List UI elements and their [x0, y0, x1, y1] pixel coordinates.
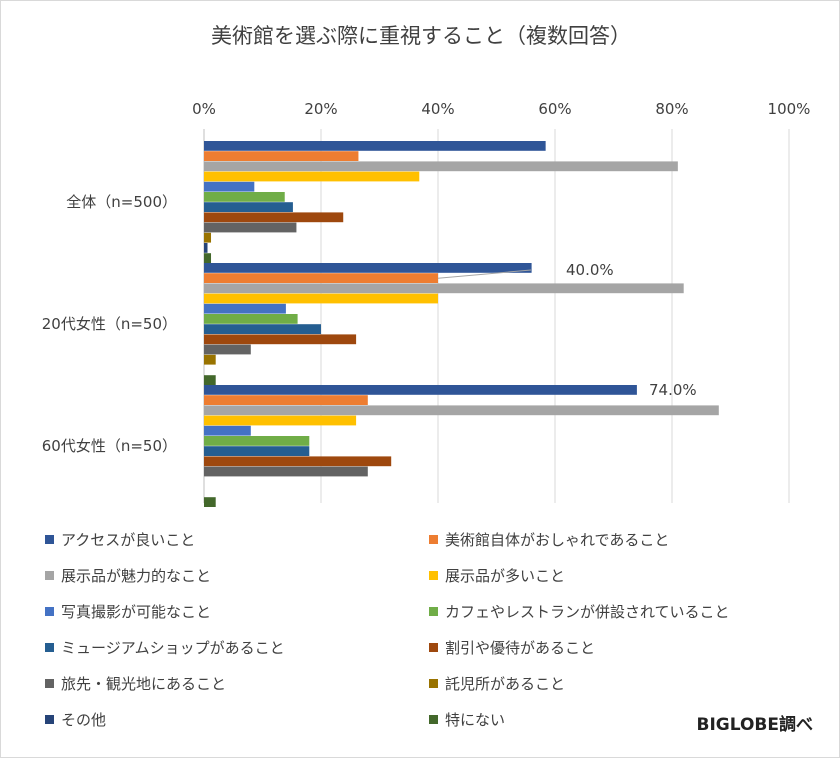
legend-item: ミュージアムショップがあること: [45, 637, 285, 658]
bar: [204, 222, 297, 233]
legend-label: アクセスが良いこと: [61, 531, 196, 549]
x-tick-label: 60%: [538, 100, 571, 118]
bar: [204, 334, 357, 345]
bar: [204, 497, 216, 507]
legend-item: 展示品が多いこと: [429, 565, 565, 586]
legend-label: 美術館自体がおしゃれであること: [445, 531, 670, 549]
legend-item: 展示品が魅力的なこと: [45, 565, 211, 586]
category-label: 20代女性（n=50）: [42, 315, 177, 333]
bar: [204, 436, 310, 446]
bar: [204, 232, 212, 243]
legend-swatch: [45, 679, 54, 688]
bar: [204, 181, 255, 192]
legend-label: 展示品が多いこと: [445, 567, 566, 585]
legend-label: 割引や優待があること: [445, 639, 596, 657]
legend-label: 写真撮影が可能なこと: [61, 603, 212, 621]
source-label: BIGLOBE調べ: [696, 715, 814, 735]
data-label-leader: [437, 269, 532, 279]
data-label: 40.0%: [566, 261, 614, 279]
legend-label: 旅先・観光地にあること: [61, 675, 227, 693]
bar: [204, 446, 310, 456]
x-tick-label: 100%: [768, 100, 811, 118]
legend-swatch: [429, 607, 438, 616]
category-label: 60代女性（n=50）: [42, 437, 177, 455]
legend-swatch: [429, 571, 438, 580]
legend-item: 美術館自体がおしゃれであること: [429, 529, 669, 550]
legend-swatch: [429, 715, 438, 724]
bar: [204, 385, 637, 395]
legend-swatch: [45, 607, 54, 616]
bar: [204, 253, 212, 263]
legend-item: 割引や優待があること: [429, 637, 595, 658]
legend-item: カフェやレストランが併設されていること: [429, 601, 730, 622]
legend-item: 写真撮影が可能なこと: [45, 601, 211, 622]
bar: [204, 151, 359, 161]
category-label: 全体（n=500）: [66, 193, 177, 211]
legend-swatch: [45, 643, 54, 652]
chart-title: 美術館を選ぶ際に重視すること（複数回答）: [211, 24, 631, 48]
legend-label: ミュージアムショップがあること: [61, 639, 285, 657]
legend-swatch: [45, 535, 54, 544]
legend-item: 託児所があること: [429, 673, 565, 694]
bar: [204, 354, 216, 365]
x-tick-label: 20%: [304, 100, 337, 118]
legend-swatch: [429, 535, 438, 544]
bar: [204, 192, 285, 202]
bar: [204, 395, 368, 405]
bar: [204, 466, 368, 477]
legend-item: 旅先・観光地にあること: [45, 673, 226, 694]
bar: [204, 171, 420, 182]
legend-swatch: [429, 643, 438, 652]
legend-item: 特にない: [429, 709, 505, 730]
bar: [204, 415, 357, 426]
legend-label: 特にない: [445, 711, 506, 729]
bar: [204, 425, 251, 436]
legend-item: アクセスが良いこと: [45, 529, 195, 550]
bar: [204, 212, 344, 223]
x-tick-label: 0%: [192, 100, 216, 118]
legend-label: カフェやレストランが併設されていること: [445, 603, 730, 621]
bar: [204, 283, 684, 294]
bar: [204, 263, 532, 273]
data-label: 74.0%: [649, 381, 697, 399]
bar: [204, 243, 208, 253]
legend-label: その他: [61, 711, 107, 729]
bar: [204, 405, 719, 416]
bar: [204, 344, 251, 355]
bar: [204, 202, 293, 212]
bar: [204, 324, 321, 334]
legend-label: 託児所があること: [445, 675, 566, 693]
bar: [204, 141, 546, 151]
legend-swatch: [45, 715, 54, 724]
bar: [204, 303, 286, 314]
bar: [204, 314, 298, 324]
bar: [204, 293, 438, 304]
legend-item: その他: [45, 709, 106, 730]
legend-label: 展示品が魅力的なこと: [61, 567, 212, 585]
bar: [204, 161, 678, 172]
x-tick-label: 40%: [421, 100, 454, 118]
bar: [204, 375, 216, 385]
bar: [204, 456, 392, 467]
x-tick-label: 80%: [655, 100, 688, 118]
legend-swatch: [45, 571, 54, 580]
bar: [204, 273, 438, 283]
legend-swatch: [429, 679, 438, 688]
